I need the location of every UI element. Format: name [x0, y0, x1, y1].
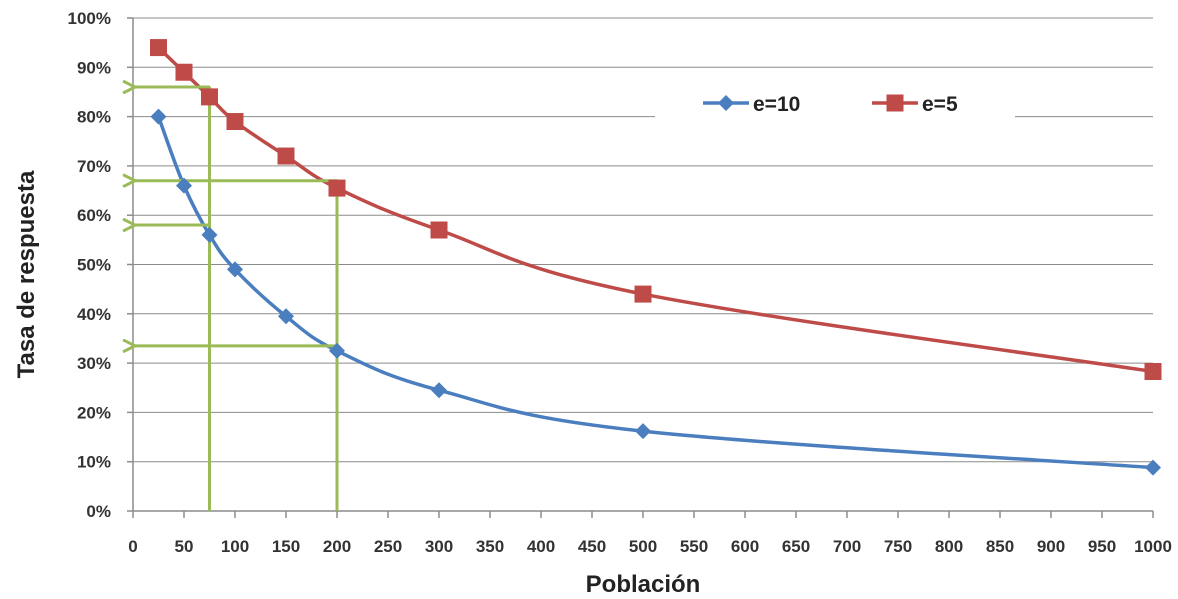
x-tick-label: 800	[935, 537, 963, 556]
data-point-0	[431, 382, 447, 399]
x-tick-label: 50	[175, 537, 194, 556]
data-point-1	[277, 147, 295, 165]
x-tick-label: 150	[272, 537, 300, 556]
data-point-1	[226, 113, 244, 131]
annotation-arrows	[135, 87, 346, 511]
y-tick-label: 90%	[77, 58, 111, 77]
y-tick-label: 70%	[77, 157, 111, 176]
x-tick-label: 850	[986, 537, 1014, 556]
x-tick-label: 400	[527, 537, 555, 556]
data-point-0	[201, 226, 218, 243]
x-tick-label: 100	[221, 537, 249, 556]
y-tick-label: 0%	[86, 502, 111, 521]
x-axis-title: Población	[586, 571, 701, 598]
x-tick-label: 500	[629, 537, 657, 556]
data-point-0	[176, 177, 192, 194]
y-tick-label: 40%	[77, 305, 111, 324]
x-tick-label: 250	[374, 537, 402, 556]
x-tick-label: 450	[578, 537, 606, 556]
x-tick-label: 350	[476, 537, 504, 556]
x-tick-label: 750	[884, 537, 912, 556]
legend-marker-0	[718, 95, 734, 111]
data-point-0	[1145, 459, 1161, 476]
data-point-1	[150, 39, 167, 57]
y-tick-label: 10%	[77, 453, 111, 472]
y-tick-label: 20%	[77, 403, 111, 422]
x-tick-label: 300	[425, 537, 453, 556]
x-tick-label: 0	[128, 537, 137, 556]
data-point-0	[150, 108, 167, 125]
y-tick-label: 100%	[68, 9, 111, 28]
data-point-0	[635, 423, 651, 440]
legend: e=10 e=5	[655, 68, 1015, 120]
legend-label-1: e=5	[922, 93, 958, 116]
y-tick-label: 50%	[77, 256, 111, 275]
data-point-1	[634, 285, 652, 303]
data-point-0	[227, 261, 243, 278]
legend-background	[655, 68, 1015, 120]
x-tick-label: 950	[1088, 537, 1116, 556]
x-tick-label: 1000	[1134, 537, 1172, 556]
y-tick-label: 80%	[77, 108, 111, 127]
x-tick-label: 650	[782, 537, 810, 556]
data-point-1	[430, 221, 448, 239]
data-point-1	[1144, 362, 1162, 380]
x-tick-label: 900	[1037, 537, 1065, 556]
y-tick-label: 60%	[77, 206, 111, 225]
data-point-0	[278, 308, 294, 325]
data-point-1	[328, 179, 346, 197]
data-point-0	[329, 342, 345, 359]
axes: 0% 10% 20% 30% 40% 50% 60% 70% 80% 90% 100% 0 50 100 1…	[68, 9, 1172, 556]
legend-label-0: e=10	[753, 93, 800, 116]
data-point-1	[201, 88, 218, 106]
x-tick-label: 550	[680, 537, 708, 556]
series-markers	[150, 39, 1162, 476]
y-tick-label: 30%	[77, 354, 111, 373]
x-tick-label: 600	[731, 537, 759, 556]
x-tick-label: 200	[323, 537, 351, 556]
y-axis-title: Tasa de respuesta	[13, 170, 40, 378]
legend-marker-1	[886, 94, 904, 112]
data-point-1	[175, 63, 193, 81]
x-tick-label: 700	[833, 537, 861, 556]
